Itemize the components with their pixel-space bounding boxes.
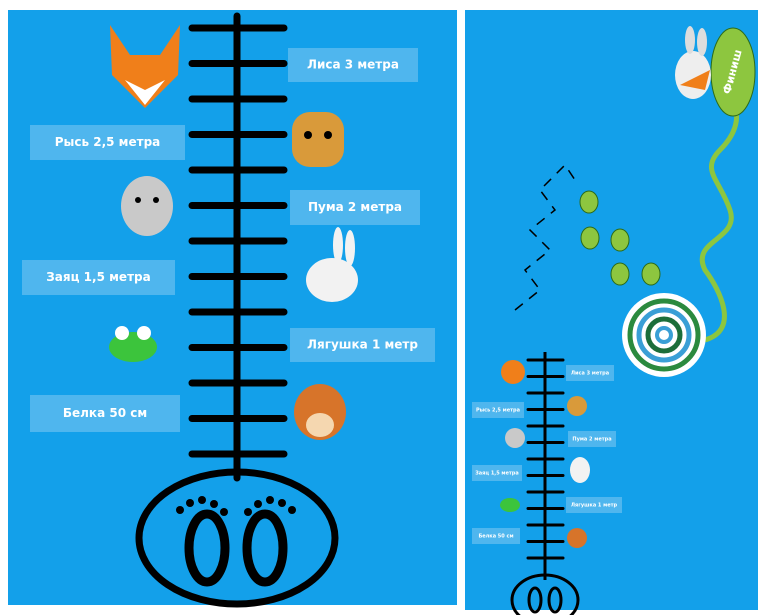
label: Заяц 1,5 метра: [475, 471, 519, 477]
label: Рысь 2,5 метра: [55, 135, 161, 149]
page: Лиса 3 метра Рысь 2,5 метра Пума 2 метра За…: [0, 0, 763, 615]
lynx-icon: [292, 112, 344, 167]
screenshot: Лиса 3 метра Рысь 2,5 метра Пума 2 метра За…: [0, 0, 763, 615]
label: Лиса 3 метра: [571, 371, 609, 377]
spiral: [622, 293, 706, 377]
label: Пума 2 метра: [572, 437, 611, 443]
label: Лиса 3 метра: [307, 58, 399, 72]
right-panel: [465, 10, 758, 610]
label: Заяц 1,5 метра: [46, 270, 150, 284]
label: Белка 50 см: [478, 534, 513, 540]
squirrel-icon: [294, 384, 346, 440]
label: Пума 2 метра: [308, 200, 402, 214]
label: Белка 50 см: [63, 406, 147, 420]
label: Лягушка 1 метр: [571, 503, 618, 509]
label: Лягушка 1 метр: [307, 338, 418, 352]
label: Рысь 2,5 метра: [476, 408, 520, 414]
puma-icon: [121, 176, 173, 236]
